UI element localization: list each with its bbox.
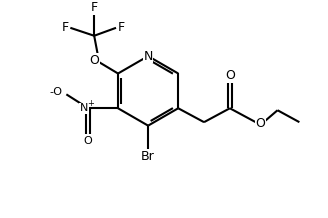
Text: Br: Br: [141, 150, 155, 163]
Text: O: O: [256, 117, 266, 130]
Text: F: F: [62, 21, 69, 34]
Text: F: F: [117, 21, 125, 34]
Text: F: F: [91, 2, 98, 14]
Text: O: O: [89, 54, 99, 67]
Text: +: +: [87, 99, 93, 108]
Text: O: O: [84, 136, 92, 146]
Text: N: N: [80, 103, 89, 113]
Text: N: N: [143, 50, 153, 63]
Text: -O: -O: [50, 87, 63, 97]
Text: O: O: [225, 69, 235, 82]
